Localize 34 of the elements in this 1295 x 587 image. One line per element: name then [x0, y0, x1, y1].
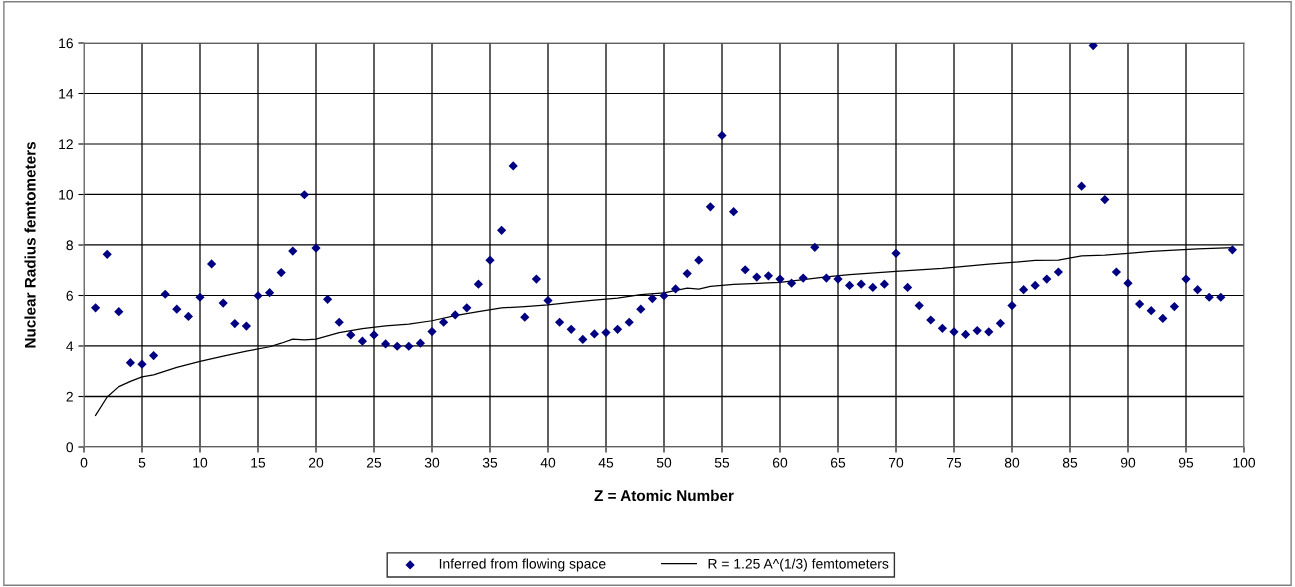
y-tick-label: 8: [66, 240, 73, 251]
legend-label: Inferred from flowing space: [439, 558, 606, 572]
x-tick-label: 50: [656, 457, 672, 468]
x-tick-label: 15: [251, 457, 266, 468]
x-tick-label: 95: [1178, 457, 1194, 468]
y-tick-label: 12: [59, 139, 73, 150]
x-tick-label: 30: [424, 457, 440, 468]
x-tick-label: 55: [714, 457, 730, 468]
x-tick-label: 35: [482, 457, 498, 468]
x-tick-label: 60: [772, 457, 788, 468]
x-tick-label: 20: [308, 457, 324, 468]
x-tick-label: 10: [193, 457, 208, 468]
y-tick-label: 10: [59, 189, 74, 200]
x-tick-label: 40: [540, 457, 556, 468]
y-tick-label: 16: [59, 38, 73, 49]
x-tick-label: 25: [366, 457, 382, 468]
x-tick-label: 70: [888, 457, 904, 468]
y-tick-label: 2: [66, 391, 73, 402]
x-tick-label: 65: [830, 457, 846, 468]
y-axis-title: Nuclear Radius femtometers: [24, 142, 36, 348]
x-tick-label: 100: [1233, 457, 1256, 468]
x-axis-title: Z = Atomic Number: [594, 489, 734, 502]
y-tick-label: 0: [66, 442, 74, 453]
x-tick-label: 75: [946, 457, 962, 468]
legend-label: R = 1.25 A^(1/3) femtometers: [708, 558, 889, 572]
x-tick-label: 85: [1062, 457, 1078, 468]
x-tick-label: 80: [1004, 457, 1020, 468]
x-tick-label: 45: [598, 457, 614, 468]
x-tick-label: 5: [138, 457, 146, 468]
x-tick-label: 0: [80, 457, 88, 468]
y-tick-label: 6: [66, 290, 73, 301]
y-tick-label: 4: [66, 341, 74, 352]
x-tick-label: 90: [1120, 457, 1136, 468]
y-tick-label: 14: [59, 88, 74, 99]
